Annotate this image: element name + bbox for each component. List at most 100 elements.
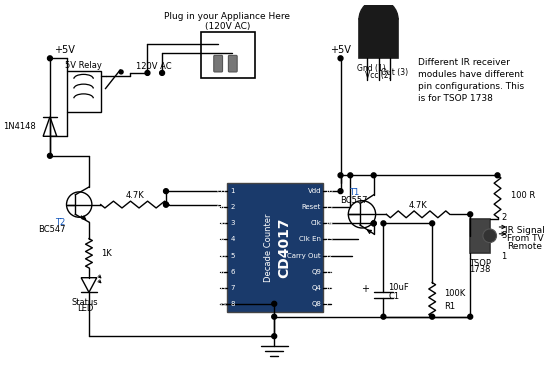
Circle shape (381, 314, 386, 319)
Circle shape (272, 314, 277, 319)
Circle shape (495, 173, 500, 178)
Text: IR Signal: IR Signal (505, 226, 544, 236)
Text: +5V: +5V (330, 45, 351, 56)
Text: 1: 1 (502, 252, 507, 261)
Circle shape (119, 70, 123, 74)
Text: 12: 12 (324, 252, 333, 258)
Text: 9: 9 (324, 301, 328, 307)
Text: Clk En: Clk En (299, 236, 321, 242)
Text: 11: 11 (324, 268, 333, 274)
Text: Q1: Q1 (217, 204, 227, 210)
Text: 3: 3 (230, 220, 235, 226)
Circle shape (272, 334, 277, 339)
Text: 100K: 100K (444, 289, 465, 298)
Text: Q9: Q9 (311, 268, 321, 274)
Text: 7: 7 (230, 285, 235, 291)
Circle shape (483, 229, 497, 243)
Text: CD4017: CD4017 (277, 217, 291, 278)
Text: Remote: Remote (507, 242, 542, 251)
Text: Q4: Q4 (311, 285, 321, 291)
FancyBboxPatch shape (227, 183, 323, 312)
Circle shape (371, 221, 376, 226)
Text: LED: LED (77, 304, 94, 313)
Text: 4.7K: 4.7K (125, 191, 144, 200)
Text: From TV: From TV (507, 234, 543, 243)
Circle shape (338, 173, 343, 178)
Circle shape (371, 221, 376, 226)
FancyBboxPatch shape (214, 56, 223, 72)
Circle shape (47, 153, 52, 158)
FancyBboxPatch shape (228, 56, 237, 72)
FancyBboxPatch shape (201, 32, 255, 78)
FancyBboxPatch shape (470, 219, 490, 254)
Text: 13: 13 (324, 236, 333, 242)
Circle shape (371, 173, 376, 178)
Circle shape (468, 314, 472, 319)
Text: 6: 6 (230, 268, 235, 274)
Text: 4: 4 (230, 236, 235, 242)
Text: Decade Counter: Decade Counter (264, 213, 273, 282)
Text: Vdd: Vdd (307, 188, 321, 194)
Text: 120V AC: 120V AC (136, 62, 172, 70)
Circle shape (338, 56, 343, 61)
Text: R1: R1 (444, 303, 455, 312)
Text: Vss: Vss (214, 301, 227, 307)
Text: Reset: Reset (302, 204, 321, 210)
Text: Gnd (1): Gnd (1) (357, 63, 386, 72)
Text: TSOP: TSOP (469, 259, 491, 268)
Text: Out (3): Out (3) (381, 68, 408, 77)
Circle shape (160, 70, 164, 75)
Text: Q3: Q3 (217, 285, 227, 291)
Polygon shape (81, 278, 97, 292)
Text: Clk: Clk (310, 220, 321, 226)
Text: 1K: 1K (101, 249, 112, 258)
Text: +5V: +5V (54, 45, 75, 56)
Text: Vcc (2): Vcc (2) (365, 71, 392, 80)
Text: Carry Out: Carry Out (288, 252, 321, 258)
Circle shape (430, 314, 434, 319)
Text: 5V Relay: 5V Relay (65, 61, 102, 70)
Text: +: + (361, 284, 369, 294)
Text: 2: 2 (230, 204, 235, 210)
Text: T2: T2 (56, 217, 65, 226)
Circle shape (163, 189, 168, 194)
Text: 1738: 1738 (469, 266, 491, 274)
Polygon shape (43, 117, 57, 136)
Text: BC547: BC547 (38, 225, 65, 234)
Wedge shape (359, 0, 398, 19)
Text: 5: 5 (230, 252, 235, 258)
Text: 10: 10 (324, 285, 333, 291)
Text: Q2: Q2 (217, 236, 227, 242)
Text: 1N4148: 1N4148 (3, 122, 36, 131)
Text: Q0: Q0 (217, 220, 227, 226)
Text: 2: 2 (502, 213, 507, 222)
Circle shape (145, 70, 150, 75)
Circle shape (381, 221, 386, 226)
Text: Status: Status (72, 298, 98, 307)
Text: 4.7K: 4.7K (408, 201, 427, 210)
Circle shape (272, 302, 277, 306)
Text: 1: 1 (230, 188, 235, 194)
Text: BC557: BC557 (340, 196, 368, 205)
Text: 16: 16 (324, 188, 333, 194)
Text: T1: T1 (349, 188, 359, 197)
Circle shape (338, 189, 343, 194)
FancyBboxPatch shape (67, 71, 101, 112)
Text: Q8: Q8 (311, 301, 321, 307)
Circle shape (468, 212, 472, 217)
Text: Q7: Q7 (217, 268, 227, 274)
Circle shape (163, 202, 168, 207)
Text: Plug in your Appliance Here
(120V AC): Plug in your Appliance Here (120V AC) (164, 12, 290, 31)
Text: Q5: Q5 (217, 188, 227, 194)
Text: C1: C1 (388, 292, 399, 301)
Text: Different IR receiver
modules have different
pin configurations. This
is for TSO: Different IR receiver modules have diffe… (417, 58, 524, 103)
Text: 3: 3 (502, 231, 507, 240)
Circle shape (348, 173, 353, 178)
FancyBboxPatch shape (359, 19, 398, 58)
Text: 10uF: 10uF (388, 283, 409, 292)
Text: 8: 8 (230, 301, 235, 307)
Text: 100 R: 100 R (511, 191, 535, 200)
Text: 14: 14 (324, 220, 333, 226)
Circle shape (430, 221, 434, 226)
Circle shape (47, 56, 52, 61)
